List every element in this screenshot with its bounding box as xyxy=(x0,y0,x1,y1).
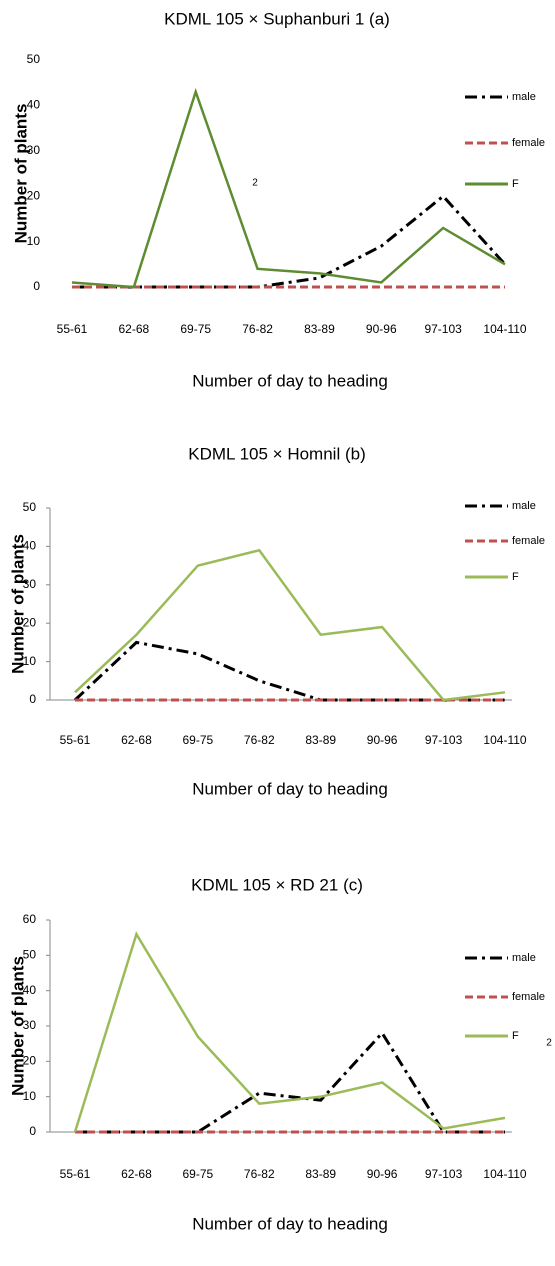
y-tick-label: 0 xyxy=(29,1124,36,1138)
x-tick-label: 97-103 xyxy=(425,1167,463,1181)
x-axis-label: Number of day to heading xyxy=(192,371,388,390)
x-tick-label: 76-82 xyxy=(242,322,273,336)
x-axis-label: Number of day to heading xyxy=(192,779,388,798)
chart-title: KDML 105 × Homnil (b) xyxy=(188,444,365,463)
x-tick-label: 90-96 xyxy=(366,322,397,336)
y-tick-label: 10 xyxy=(23,654,37,668)
x-tick-label: 69-75 xyxy=(183,733,214,747)
legend-label: male xyxy=(512,952,536,964)
y-tick-label: 50 xyxy=(27,52,41,66)
x-tick-label: 76-82 xyxy=(244,1167,275,1181)
x-tick-label: 55-61 xyxy=(57,322,88,336)
y-tick-label: 10 xyxy=(27,234,41,248)
legend-label: F xyxy=(512,178,519,190)
y-tick-label: 20 xyxy=(23,615,37,629)
x-tick-label: 90-96 xyxy=(367,1167,398,1181)
x-tick-label: 104-110 xyxy=(483,733,526,747)
x-tick-label: 62-68 xyxy=(121,1167,152,1181)
legend-label: female xyxy=(512,137,545,149)
x-tick-label: 90-96 xyxy=(367,733,398,747)
y-tick-label: 30 xyxy=(27,143,41,157)
x-tick-label: 97-103 xyxy=(425,733,463,747)
y-tick-label: 50 xyxy=(23,948,37,962)
y-tick-label: 40 xyxy=(23,983,37,997)
x-tick-label: 83-89 xyxy=(305,1167,336,1181)
x-tick-label: 62-68 xyxy=(119,322,150,336)
y-tick-label: 60 xyxy=(23,912,37,926)
y-axis-label: Number of plants xyxy=(8,956,27,1096)
legend-label: female xyxy=(512,535,545,547)
y-axis-label: Number of plants xyxy=(8,534,27,674)
x-tick-label: 76-82 xyxy=(244,733,275,747)
y-tick-label: 40 xyxy=(23,539,37,553)
legend-label: male xyxy=(512,91,536,103)
series-line xyxy=(73,931,506,1133)
x-axis-label: Number of day to heading xyxy=(192,1214,388,1233)
series-line xyxy=(71,87,506,289)
legend-label: female xyxy=(512,991,545,1003)
y-tick-label: 20 xyxy=(23,1054,37,1068)
x-tick-label: 55-61 xyxy=(60,733,91,747)
legend-label: F xyxy=(512,571,519,583)
y-tick-label: 50 xyxy=(23,500,37,514)
y-tick-label: 30 xyxy=(23,1018,37,1032)
y-axis-label: Number of plants xyxy=(11,104,30,244)
annotation: 2 xyxy=(252,178,258,189)
y-tick-label: 20 xyxy=(27,188,41,202)
chart-title: KDML 105 × RD 21 (c) xyxy=(191,875,363,894)
x-tick-label: 69-75 xyxy=(180,322,211,336)
series-line xyxy=(73,640,505,702)
annotation: 2 xyxy=(546,1038,552,1049)
x-tick-label: 62-68 xyxy=(121,733,152,747)
legend-label: male xyxy=(512,500,536,512)
legend-label: F xyxy=(512,1030,519,1042)
x-tick-label: 83-89 xyxy=(305,733,336,747)
y-tick-label: 10 xyxy=(23,1089,37,1103)
x-tick-label: 97-103 xyxy=(424,322,462,336)
y-tick-label: 40 xyxy=(27,98,41,112)
series-line xyxy=(72,194,507,289)
x-tick-label: 55-61 xyxy=(60,1167,91,1181)
series-line xyxy=(75,1030,505,1134)
y-tick-label: 30 xyxy=(23,577,37,591)
x-tick-label: 104-110 xyxy=(483,1167,526,1181)
x-tick-label: 104-110 xyxy=(483,322,526,336)
x-tick-label: 69-75 xyxy=(183,1167,214,1181)
chart-title: KDML 105 × Suphanburi 1 (a) xyxy=(164,9,390,28)
x-tick-label: 83-89 xyxy=(304,322,335,336)
y-tick-label: 0 xyxy=(29,692,36,706)
y-tick-label: 0 xyxy=(33,279,40,293)
series-line xyxy=(74,548,506,702)
